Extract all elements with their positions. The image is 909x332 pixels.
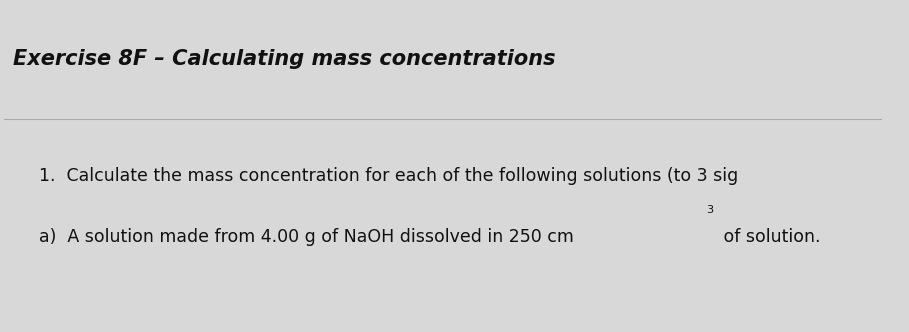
Text: 1.  Calculate the mass concentration for each of the following solutions (to 3 s: 1. Calculate the mass concentration for … (39, 167, 738, 185)
Text: 3: 3 (705, 205, 713, 215)
Text: Exercise 8F – Calculating mass concentrations: Exercise 8F – Calculating mass concentra… (13, 49, 555, 69)
Text: of solution.: of solution. (718, 228, 821, 246)
Text: a)  A solution made from 4.00 g of NaOH dissolved in 250 cm: a) A solution made from 4.00 g of NaOH d… (39, 228, 574, 246)
